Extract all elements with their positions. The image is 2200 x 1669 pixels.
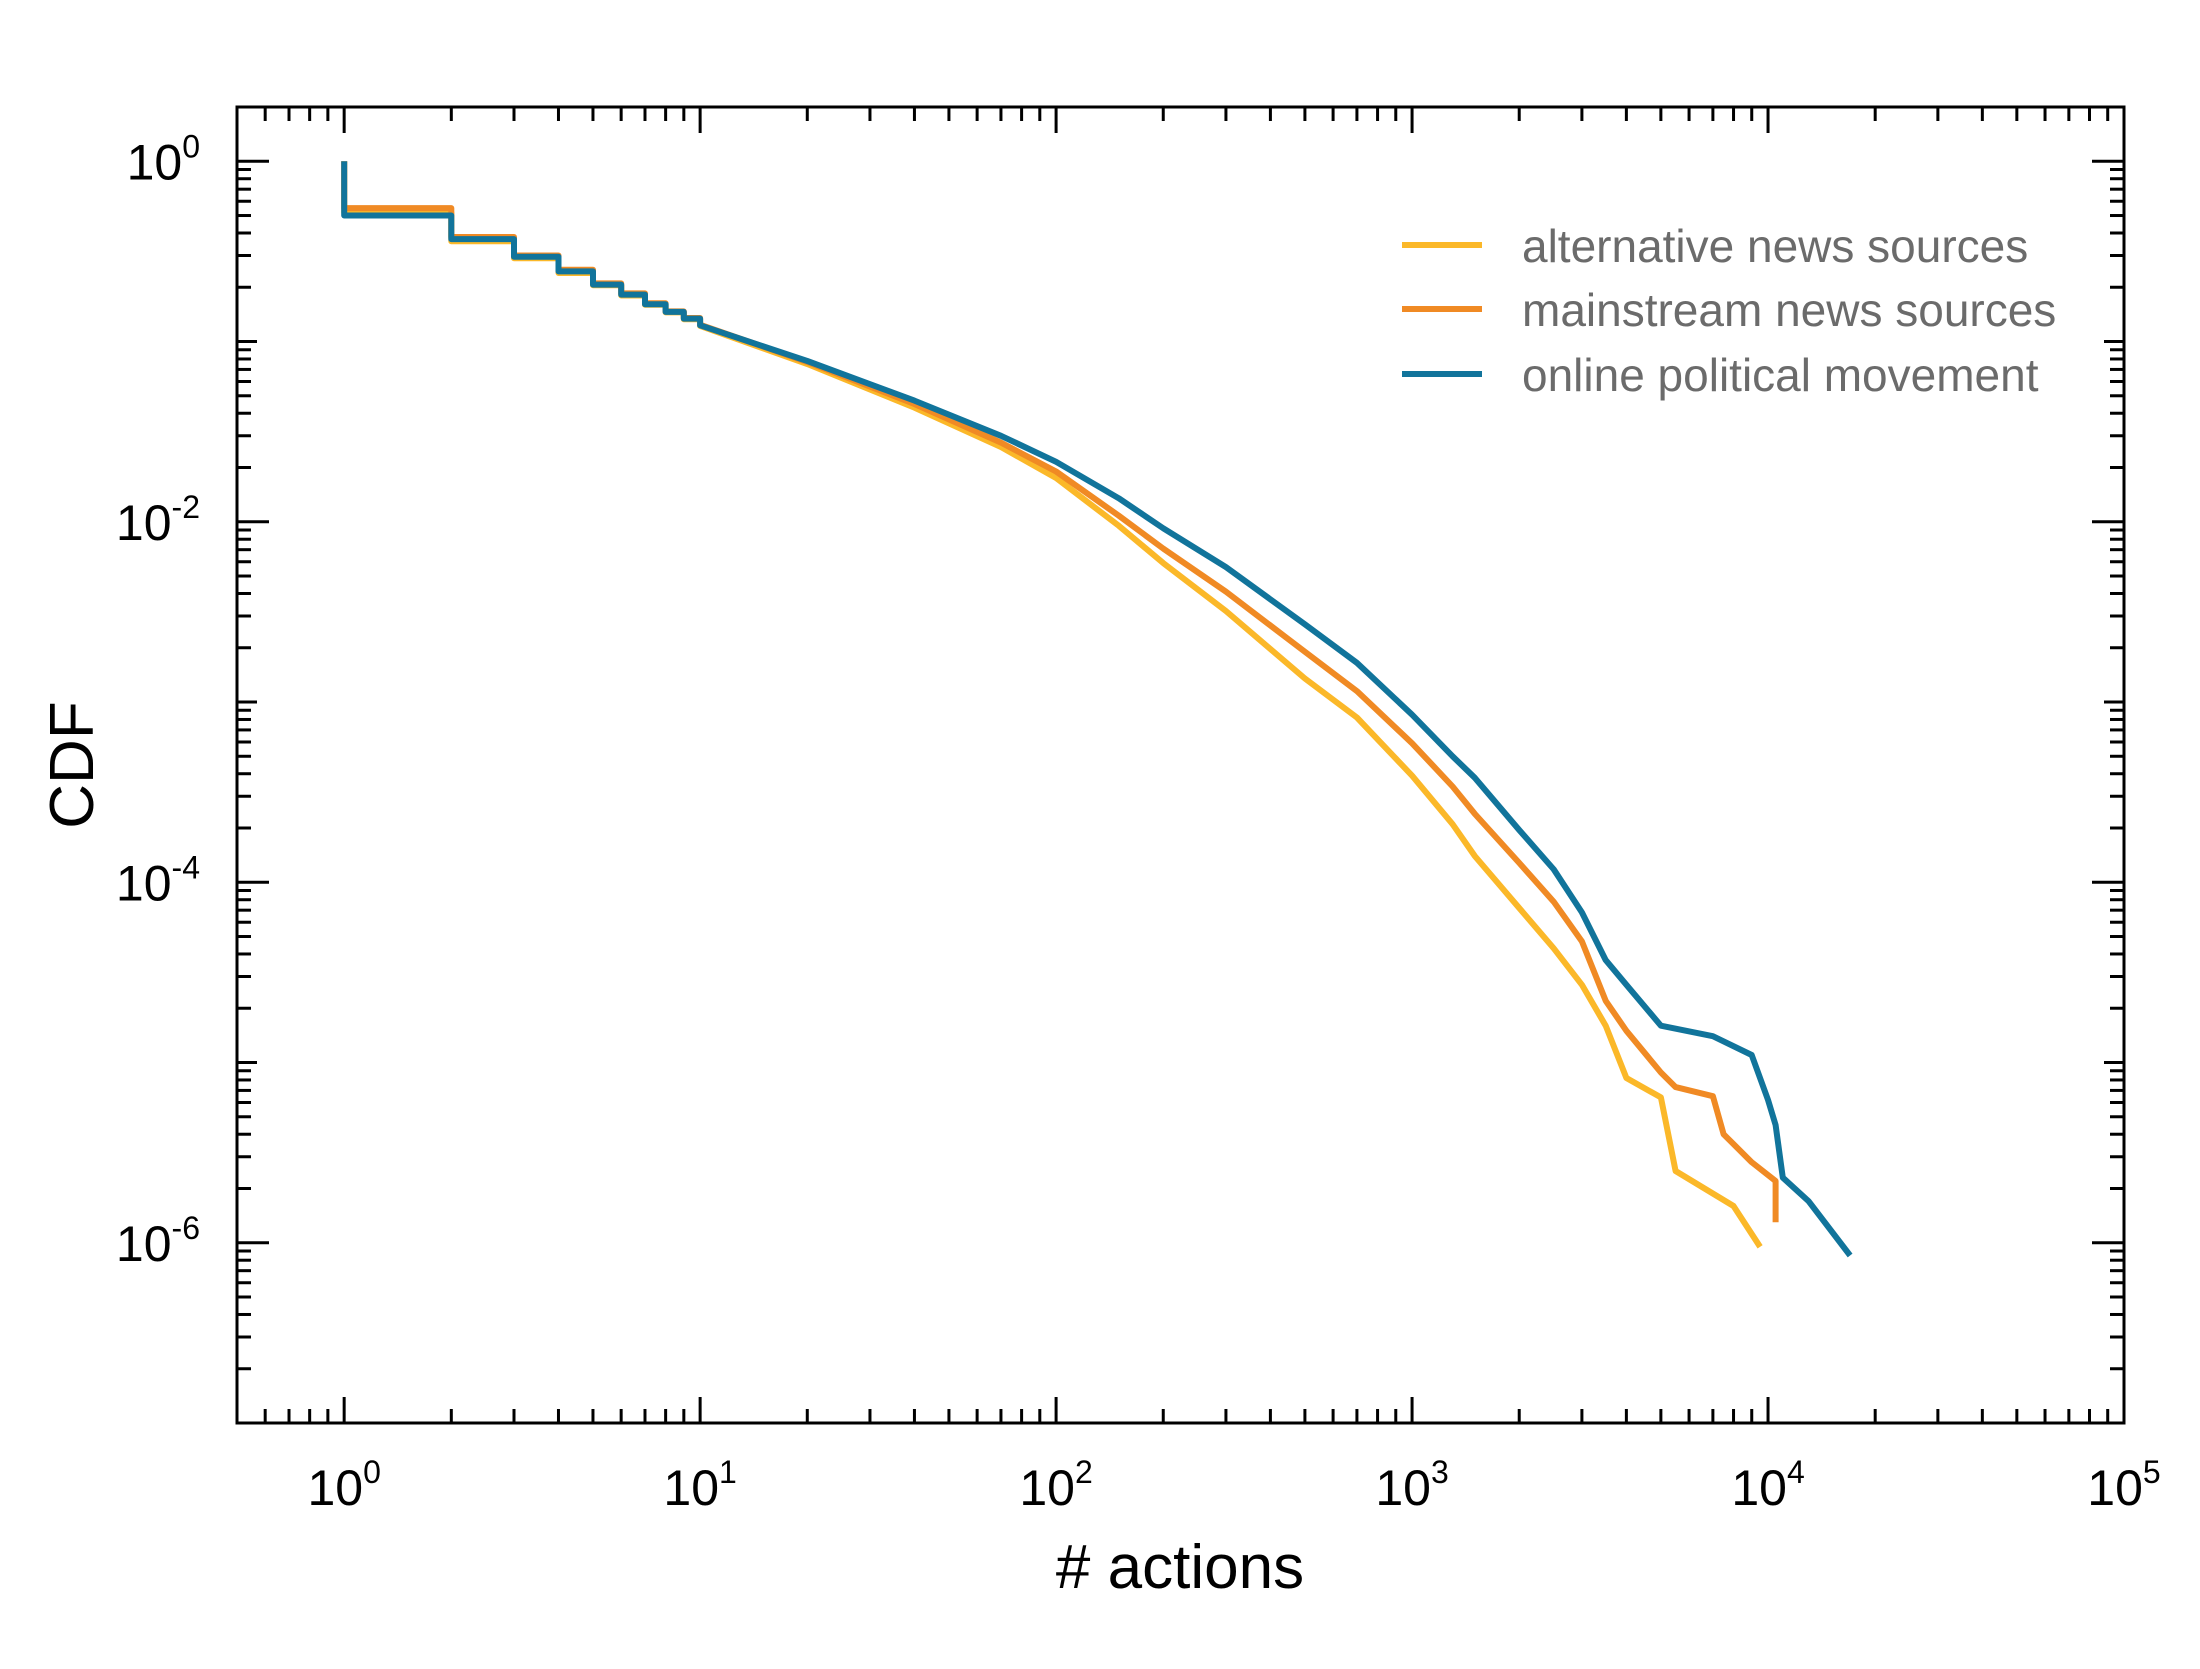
y-tick-label: 100 (127, 128, 200, 190)
legend: alternative news sources mainstream news… (1402, 220, 2056, 401)
legend-label-alternative: alternative news sources (1522, 220, 2028, 272)
y-tick-label: 10-2 (116, 489, 200, 551)
y-tick-labels: 100 10-2 10-4 10-6 (116, 128, 200, 1271)
legend-label-online: online political movement (1522, 349, 2039, 401)
series-line-online (341, 161, 1853, 1258)
x-tick-label: 101 (663, 1454, 736, 1516)
x-tick-label: 100 (307, 1454, 380, 1516)
x-tick-labels: 100 101 102 103 104 105 (307, 1454, 2160, 1516)
x-tick-label: 103 (1375, 1454, 1448, 1516)
x-tick-label: 105 (2087, 1454, 2160, 1516)
legend-label-mainstream: mainstream news sources (1522, 284, 2056, 336)
y-axis-title: CDF (38, 701, 107, 828)
y-tick-label: 10-6 (116, 1210, 200, 1272)
plot-frame (235, 105, 2126, 1425)
x-tick-label: 104 (1731, 1454, 1804, 1516)
y-tick-label: 10-4 (116, 849, 200, 911)
x-tick-label: 102 (1019, 1454, 1092, 1516)
series-layer (341, 161, 1853, 1258)
x-axis-title: # actions (1056, 1533, 1304, 1602)
ticks-layer (235, 105, 2124, 1425)
